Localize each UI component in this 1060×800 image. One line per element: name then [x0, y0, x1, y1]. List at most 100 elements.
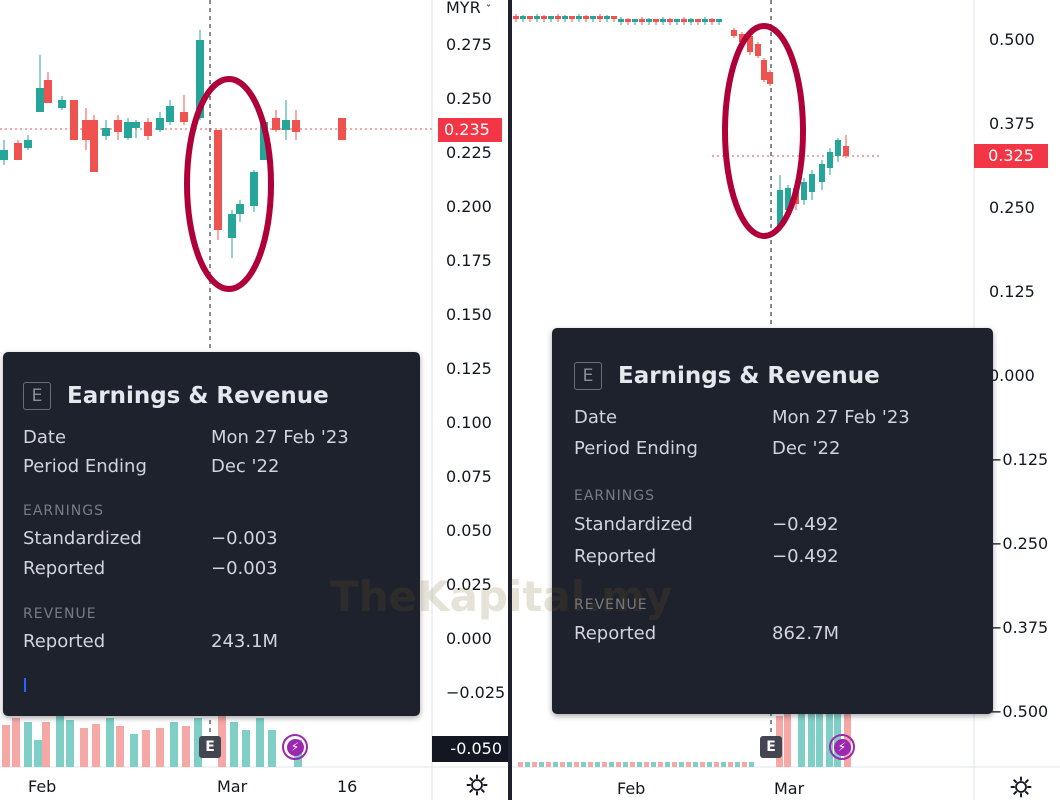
candle	[250, 170, 258, 212]
volume-bar	[106, 718, 114, 767]
volume-bar	[230, 722, 238, 767]
candle	[716, 19, 722, 25]
volume-bar	[525, 762, 530, 767]
candle	[82, 108, 90, 150]
volume-bar	[602, 762, 607, 767]
candle	[674, 19, 680, 25]
candle	[611, 16, 617, 22]
candle	[590, 16, 596, 22]
candle	[597, 14, 603, 22]
price-axis-label: 0.500	[989, 30, 1035, 49]
price-axis-label: 0.200	[446, 197, 492, 216]
volume-bar	[24, 722, 32, 767]
earnings-icon: E	[574, 362, 602, 390]
candle	[761, 58, 767, 82]
candle	[24, 135, 32, 150]
flash-event-marker[interactable]: ⚡︎	[282, 734, 308, 760]
gear-icon[interactable]	[466, 774, 488, 796]
volume-bar	[679, 762, 684, 767]
left-volume	[2, 712, 302, 767]
reported-earnings-label: Reported	[23, 558, 106, 579]
volume-bar	[560, 762, 565, 767]
volume-bar	[532, 762, 537, 767]
price-axis-label: 0.250	[446, 89, 492, 108]
date-value: Mon 27 Feb '23	[211, 427, 349, 448]
candle	[667, 18, 673, 25]
price-axis-label: −0.500	[989, 702, 1048, 721]
price-axis-label: 0.375	[989, 114, 1035, 133]
gear-icon[interactable]	[1010, 776, 1032, 798]
price-axis-label: 0.125	[989, 282, 1035, 301]
right-chart-panel[interactable]: 0.500 0.375 0.250 0.125 0.000 −0.125 −0.250 −0.…	[512, 0, 1060, 800]
earnings-icon: E	[23, 382, 51, 410]
earnings-icon: E	[766, 739, 776, 755]
volume-bar	[651, 762, 656, 767]
volume-bar	[581, 762, 586, 767]
standardized-value: −0.003	[211, 528, 278, 549]
candle	[569, 16, 575, 22]
candle	[214, 130, 222, 240]
volume-bar	[665, 762, 670, 767]
currency-selector[interactable]: MYR ˇ	[446, 0, 491, 17]
volume-bar	[42, 722, 50, 767]
highlight-ellipse	[722, 23, 806, 239]
candle	[156, 112, 164, 132]
crosshair-price-badge: -0.050	[432, 736, 508, 762]
candle	[755, 42, 761, 58]
candle	[548, 16, 554, 22]
candle	[513, 14, 519, 22]
candle	[527, 16, 533, 22]
volume-bar	[784, 708, 791, 767]
volume-bar	[80, 728, 88, 767]
candle	[520, 15, 526, 22]
volume-bar	[623, 762, 628, 767]
earnings-tooltip: E Earnings & Revenue Date Mon 27 Feb '23…	[552, 328, 993, 714]
volume-bar	[242, 730, 250, 767]
volume-bar	[156, 728, 164, 767]
candle	[827, 148, 833, 175]
revenue-section-label: REVENUE	[574, 597, 648, 613]
right-chart-canvas[interactable]: 0.500 0.375 0.250 0.125 0.000 −0.125 −0.250 −0.…	[512, 0, 1060, 800]
candle	[90, 115, 98, 172]
standardized-label: Standardized	[23, 528, 142, 549]
candle	[292, 110, 300, 140]
current-price-badge: 0.235	[438, 118, 502, 142]
candle	[562, 15, 568, 22]
volume-bar	[218, 716, 226, 767]
tooltip-scrollbar[interactable]	[24, 678, 26, 692]
price-axis-label: 0.250	[989, 198, 1035, 217]
earnings-marker[interactable]: E	[199, 736, 221, 758]
candle	[632, 19, 638, 25]
flash-event-marker[interactable]: ⚡︎	[829, 734, 855, 760]
volume-bar	[92, 724, 100, 767]
reported-earnings-value: −0.003	[211, 558, 278, 579]
watermark: TheKapital.my	[330, 572, 673, 621]
left-chart-panel[interactable]: 0.275 0.250 0.225 0.200 0.175 0.150 0.125 0.100…	[0, 0, 508, 800]
left-chart-canvas[interactable]: 0.275 0.250 0.225 0.200 0.175 0.150 0.125 0.100…	[0, 0, 508, 800]
earnings-section-label: EARNINGS	[23, 503, 104, 519]
volume-bar	[256, 718, 264, 767]
volume-bar	[574, 762, 579, 767]
reported-revenue-label: Reported	[23, 631, 106, 652]
volume-bar	[630, 762, 635, 767]
volume-bar	[826, 704, 833, 767]
candle	[36, 55, 44, 112]
volume-bar	[34, 740, 42, 767]
volume-bar	[742, 762, 747, 767]
candle	[777, 175, 783, 230]
candle	[646, 18, 652, 25]
candle	[236, 200, 244, 222]
left-candles	[0, 30, 346, 258]
candle	[843, 135, 849, 158]
volume-bar	[595, 762, 600, 767]
time-label-mar: Mar	[774, 779, 805, 798]
candle	[58, 96, 66, 110]
reported-revenue-value: 862.7M	[772, 623, 840, 644]
candle	[541, 15, 547, 22]
earnings-section-label: EARNINGS	[574, 488, 655, 504]
earnings-marker[interactable]: E	[760, 736, 782, 758]
candle	[618, 17, 624, 25]
candle	[809, 170, 815, 200]
price-axis-label: 0.025	[446, 575, 492, 594]
candle	[166, 100, 174, 125]
